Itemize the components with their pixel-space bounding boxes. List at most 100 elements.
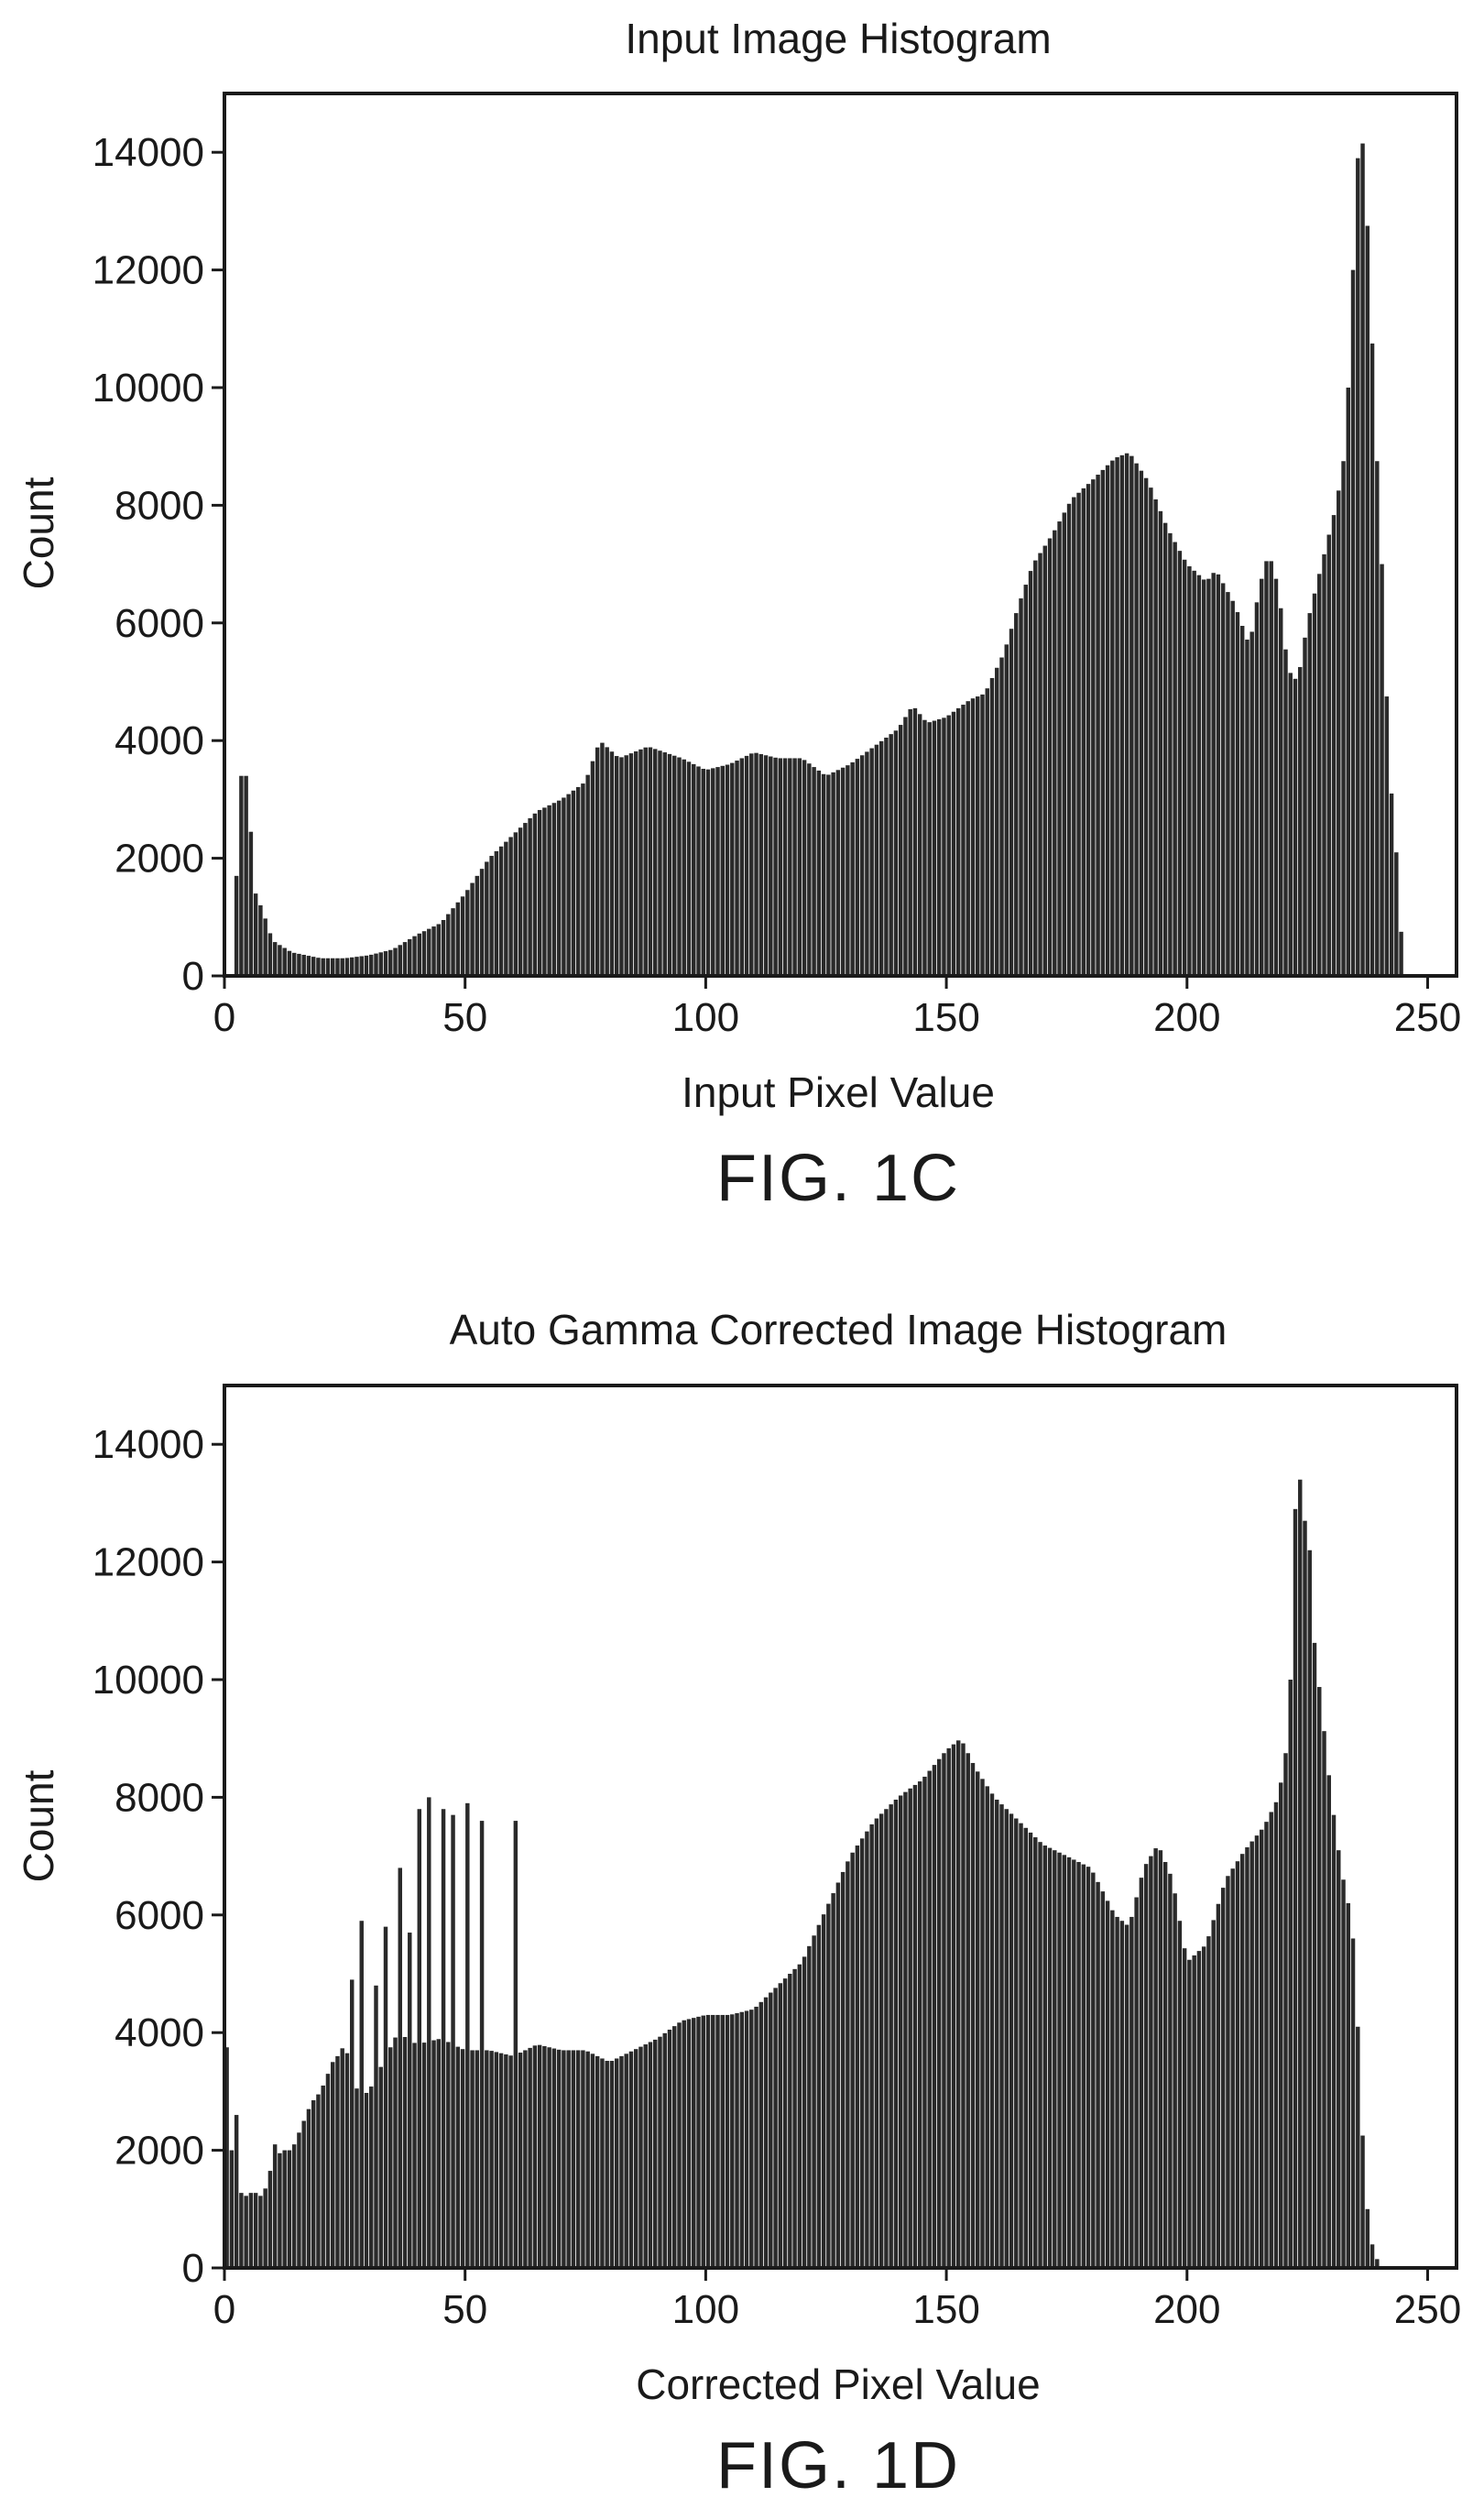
histogram-bar [1004, 1809, 1009, 2268]
y-axis-label: Count [15, 476, 62, 589]
histogram-bar [773, 1988, 778, 2268]
histogram-bar [1245, 1846, 1249, 2268]
histogram-bar [1096, 1881, 1100, 2268]
x-tick-label: 150 [912, 2287, 979, 2332]
histogram-bar [248, 2193, 254, 2268]
histogram-bar [1384, 696, 1390, 976]
histogram-bar [485, 2050, 489, 2268]
histogram-bar [551, 2048, 557, 2268]
histogram-bar [427, 928, 431, 976]
histogram-bar [1028, 571, 1033, 976]
histogram-bar [739, 2011, 745, 2268]
histogram-bar [773, 757, 778, 976]
histogram-bar [325, 2074, 331, 2268]
histogram-bar [898, 1795, 903, 2268]
histogram-bar [393, 947, 398, 976]
y-tick-label: 0 [182, 2246, 204, 2291]
histogram-bar [1298, 666, 1303, 976]
histogram-bar [917, 714, 922, 976]
histogram-bar [1149, 487, 1153, 976]
histogram-bar [778, 758, 783, 976]
histogram-bar [749, 753, 754, 976]
x-tick-label: 100 [672, 995, 739, 1040]
histogram-bar [715, 767, 720, 976]
histogram-bar [475, 2050, 480, 2268]
y-tick-label: 4000 [115, 2010, 204, 2055]
histogram-bar [335, 2055, 340, 2268]
histogram-bar [566, 794, 571, 976]
histogram-bar [696, 766, 701, 976]
histogram-bar [682, 2020, 686, 2268]
histogram-bar [508, 2055, 513, 2268]
histogram-bar [369, 2086, 374, 2268]
histogram-bar [624, 2053, 628, 2268]
histogram-bar [258, 2196, 263, 2268]
histogram-bar [1076, 492, 1081, 976]
histogram-bar [976, 696, 980, 976]
histogram-bar [282, 2150, 287, 2268]
histogram-bar [874, 1818, 879, 2268]
histogram-bar [1369, 2244, 1375, 2268]
histogram-bar [330, 958, 335, 976]
histogram-bar [816, 1924, 822, 2268]
histogram-bar [1014, 613, 1019, 976]
histogram-bar [662, 2032, 667, 2268]
histogram-bar [1211, 1920, 1216, 2268]
histogram-bar [1177, 1921, 1183, 2268]
histogram-bar [1259, 578, 1264, 976]
histogram-bar [1356, 2026, 1360, 2268]
x-tick-label: 100 [672, 2287, 739, 2332]
histogram-bar [869, 1824, 874, 2268]
histogram-bar [267, 2171, 273, 2268]
histogram-bar [788, 758, 792, 976]
histogram-bar [1337, 490, 1341, 976]
histogram-bar [1047, 1847, 1053, 2268]
histogram-bar [431, 926, 436, 976]
histogram-bar [1303, 1520, 1307, 2268]
histogram-bar [792, 758, 797, 976]
histogram-bar [744, 2010, 749, 2268]
histogram-bar [917, 1781, 922, 2268]
histogram-bar [763, 1997, 769, 2268]
histogram-bar [494, 2052, 499, 2268]
histogram-bar [1201, 579, 1206, 976]
histogram-bar [1091, 1872, 1096, 2268]
histogram-bar [398, 945, 402, 976]
histogram-bar [408, 1933, 412, 2268]
histogram-bar [942, 717, 946, 976]
histogram-bar [662, 752, 667, 976]
histogram-bar [498, 2053, 504, 2268]
histogram-bar [1375, 2259, 1380, 2268]
histogram-bar [970, 1762, 976, 2268]
histogram-bar [335, 958, 340, 976]
histogram-bar [609, 751, 615, 976]
histogram-bar [278, 2152, 282, 2268]
x-axis-ticks: 0 50 100 150 200 250 [213, 2268, 1461, 2332]
y-tick-label: 12000 [93, 1540, 204, 1585]
histogram-bar [460, 2049, 465, 2268]
histogram-bar [1230, 600, 1235, 976]
histogram-bar [1066, 503, 1072, 976]
histogram-bar [224, 2047, 229, 2268]
histogram-bar [821, 773, 826, 976]
histogram-bar [865, 1831, 869, 2268]
histogram-bar [1211, 573, 1216, 976]
histogram-bar [513, 832, 518, 976]
histogram-bar [253, 893, 258, 976]
histogram-bar [374, 953, 378, 976]
histogram-bar [821, 1914, 826, 2268]
histogram-bar [388, 949, 393, 976]
histogram-bar [581, 2050, 585, 2268]
chart-title: Input Image Histogram [625, 15, 1051, 62]
histogram-bar [239, 2193, 244, 2268]
figure-label: FIG. 1D [716, 2429, 960, 2503]
histogram-bar [465, 890, 470, 976]
histogram-bar [272, 2144, 278, 2268]
histogram-bar [297, 2132, 301, 2268]
histogram-bar [470, 882, 475, 976]
histogram-bar [1187, 566, 1192, 976]
histogram-bar [889, 734, 893, 976]
histogram-bar [951, 1744, 956, 2268]
x-tick-label: 0 [213, 995, 235, 1040]
